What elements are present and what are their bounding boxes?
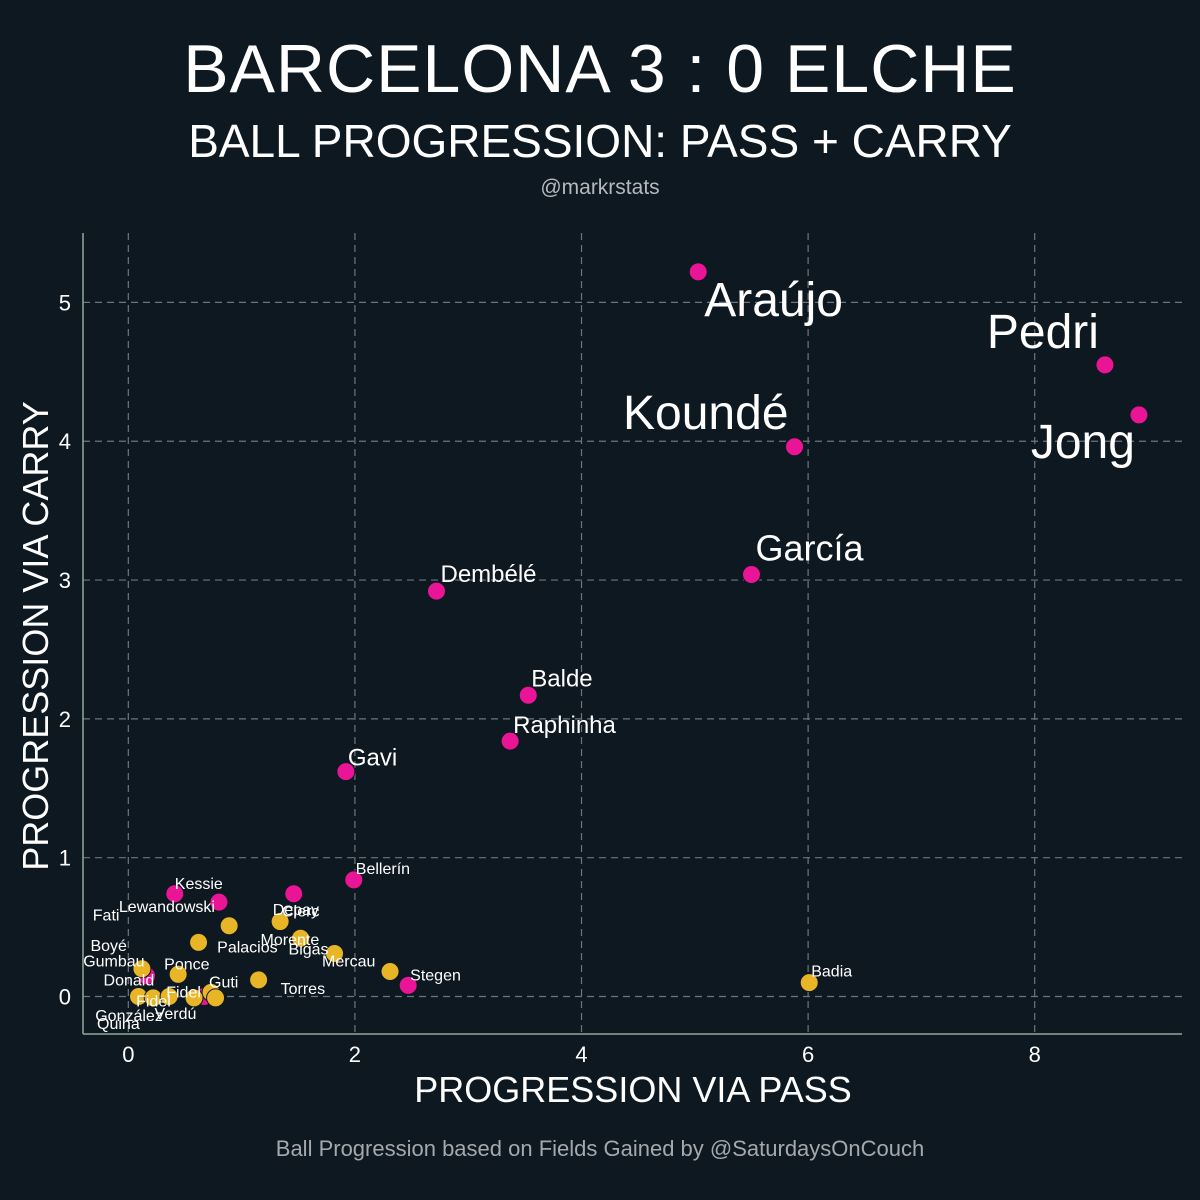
footer-credit: Ball Progression based on Fields Gained … xyxy=(275,1136,925,1161)
elche-point xyxy=(184,988,204,1008)
tick-labels: 0 2 4 6 8 0 1 2 3 4 5 xyxy=(59,290,1041,1067)
point-label: Raphinha xyxy=(513,712,616,739)
x-tick-label: 8 xyxy=(1029,1042,1041,1067)
elche-point xyxy=(206,988,226,1008)
elche-point xyxy=(159,987,179,1007)
point-label: Dembélé xyxy=(440,561,536,588)
barcelona-point xyxy=(741,565,761,585)
elche-point xyxy=(219,916,239,936)
barcelona-point xyxy=(785,437,805,457)
point-label: Badia xyxy=(811,964,852,981)
barcelona-point xyxy=(1129,405,1149,425)
y-tick-label: 1 xyxy=(59,846,71,871)
chart-subtitle: BALL PROGRESSION: PASS + CARRY xyxy=(188,115,1012,167)
barcelona-point xyxy=(284,884,304,904)
barcelona-point xyxy=(518,685,538,705)
point-label: Boyé xyxy=(90,938,127,955)
point-label: Gavi xyxy=(348,745,397,772)
point-label: Palacios xyxy=(217,940,277,957)
grid-lines xyxy=(83,233,1182,1034)
y-tick-label: 4 xyxy=(59,429,71,454)
elche-point xyxy=(132,959,152,979)
point-label: Jong xyxy=(1031,416,1135,469)
elche-point xyxy=(249,970,269,990)
elche-point xyxy=(189,932,209,952)
barcelona-point xyxy=(500,731,520,751)
point-label: Guti xyxy=(209,974,238,991)
point-label: Balde xyxy=(531,665,592,692)
barcelona-point xyxy=(336,762,356,782)
barcelona-point xyxy=(344,870,364,890)
point-label: Donald xyxy=(104,973,155,990)
barcelona-point xyxy=(688,262,708,282)
point-labels: Araújo Pedri Jong Koundé García Dembélé Balde R… xyxy=(83,274,1135,1033)
point-label: Fidel xyxy=(136,994,171,1011)
point-label: Fidel xyxy=(166,985,201,1002)
point-label: Pedri xyxy=(987,306,1099,359)
point-label: Bigas xyxy=(289,941,329,958)
barcelona-point xyxy=(1095,355,1115,375)
elche-point xyxy=(799,973,819,993)
x-axis-title: PROGRESSION VIA PASS xyxy=(414,1069,851,1110)
chart-title: BARCELONA 3 : 0 ELCHE xyxy=(183,31,1017,107)
barcelona-point xyxy=(209,892,229,912)
axes xyxy=(82,233,1182,1035)
elche-point xyxy=(380,962,400,982)
point-label: Fati xyxy=(93,908,120,925)
point-label: Mercau xyxy=(322,954,375,971)
author-handle: @markrstats xyxy=(540,176,660,199)
elche-point xyxy=(325,943,345,963)
elche-point xyxy=(168,964,188,984)
point-label: Ponce xyxy=(164,956,209,973)
y-tick-label: 3 xyxy=(59,568,71,593)
point-label: García xyxy=(755,528,864,569)
point-label: Bellerín xyxy=(356,861,410,878)
elche-point xyxy=(270,912,290,932)
y-tick-label: 5 xyxy=(59,290,71,315)
x-tick-label: 4 xyxy=(575,1042,587,1067)
barcelona-point xyxy=(165,884,185,904)
point-label: Quina xyxy=(97,1016,140,1033)
point-label: Koundé xyxy=(623,387,789,440)
point-label: Kessie xyxy=(175,876,223,893)
point-label: Torres xyxy=(281,981,325,998)
point-label: Depay xyxy=(273,902,319,919)
point-label: Morente xyxy=(261,932,320,949)
x-tick-label: 2 xyxy=(349,1042,361,1067)
y-axis-title: PROGRESSION VIA CARRY xyxy=(15,401,56,870)
point-label: González xyxy=(95,1008,163,1025)
elche-point xyxy=(291,928,311,948)
y-tick-label: 2 xyxy=(59,707,71,732)
point-label: Stegen xyxy=(410,967,461,984)
point-label: Clerc xyxy=(282,904,319,921)
x-tick-label: 0 xyxy=(122,1042,134,1067)
point-label: Araújo xyxy=(704,274,843,327)
data-points xyxy=(129,262,1149,1008)
barcelona-point xyxy=(398,975,418,995)
barcelona-point xyxy=(426,581,446,601)
point-label: Verdú xyxy=(155,1006,197,1023)
point-label: Lewandowski xyxy=(119,899,215,916)
y-tick-label: 0 xyxy=(59,985,71,1010)
point-label: Gumbau xyxy=(83,953,144,970)
x-tick-label: 6 xyxy=(802,1042,814,1067)
